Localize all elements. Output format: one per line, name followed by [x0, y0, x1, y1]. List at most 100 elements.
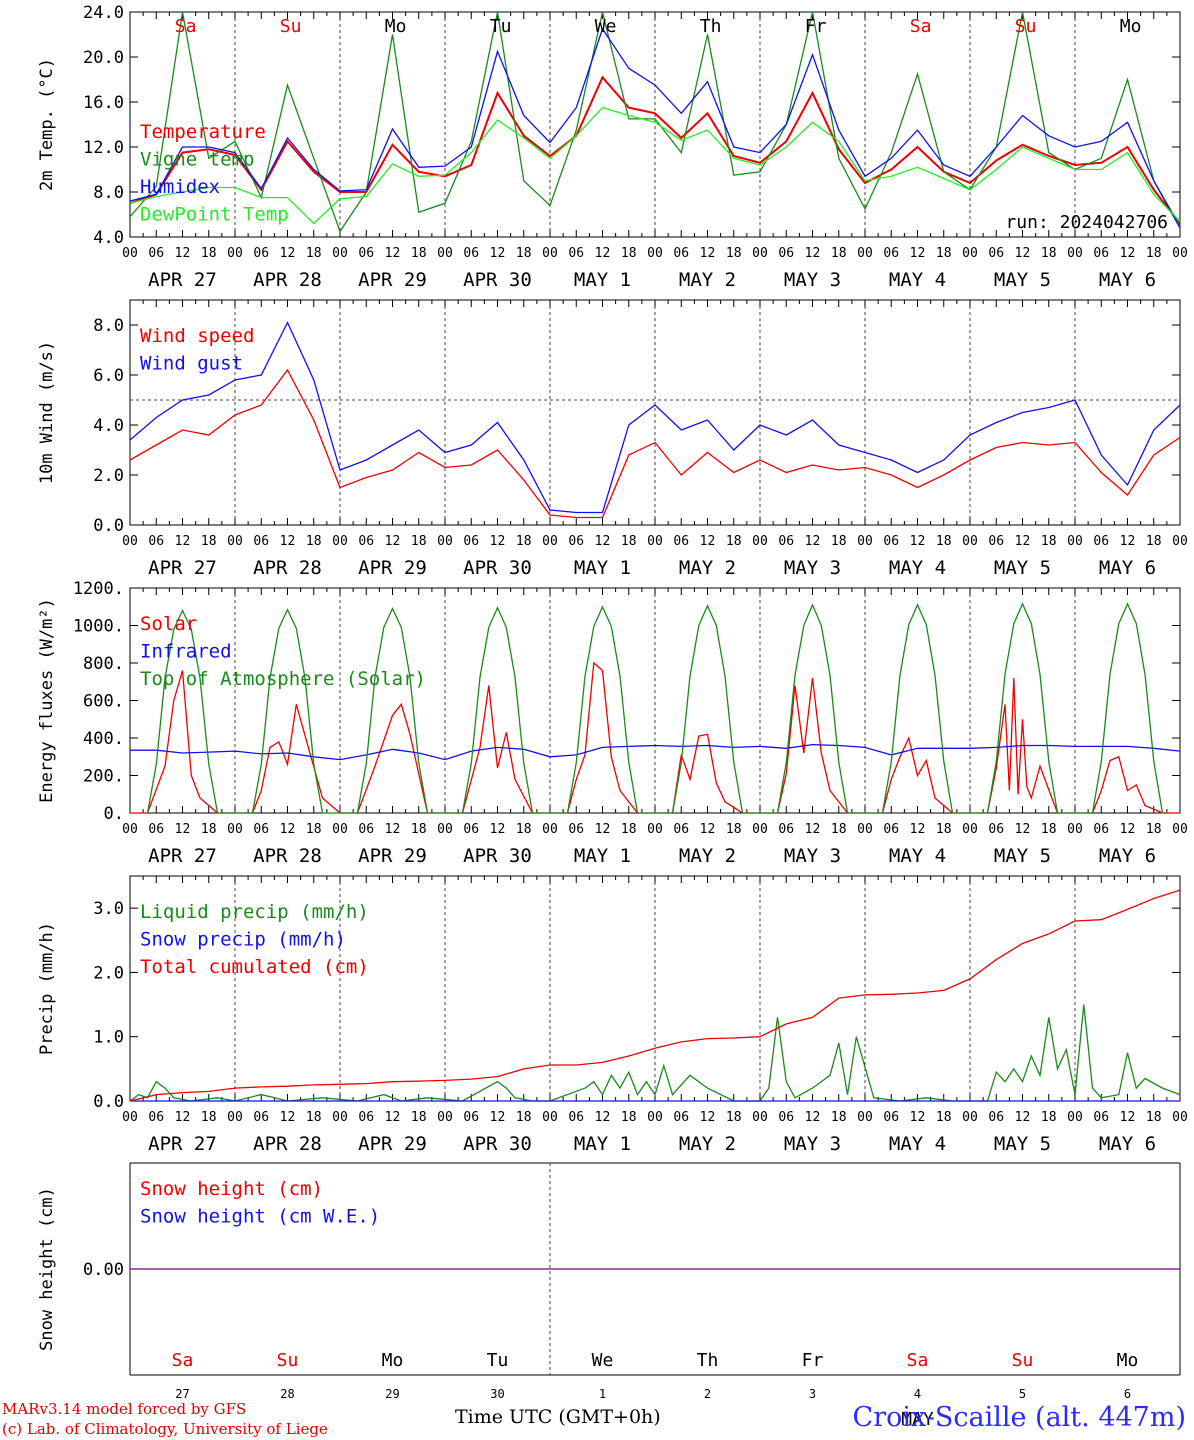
hour-label: 12	[805, 822, 821, 837]
hour-label: 12	[1120, 534, 1136, 549]
hour-label: 06	[988, 822, 1004, 837]
hour-label: 06	[1093, 1110, 1109, 1125]
y-tick-label: 2.0	[93, 963, 124, 983]
panel-3	[129, 587, 1181, 814]
hour-label: 18	[726, 246, 742, 261]
date-label: APR 30	[463, 1133, 532, 1155]
date-label: MAY 3	[784, 557, 841, 579]
y-tick-label: 20.0	[83, 48, 124, 68]
series-line	[129, 27, 1181, 229]
hour-label: 06	[253, 1110, 269, 1125]
hour-label: 12	[1015, 534, 1031, 549]
hour-label: 12	[1120, 1110, 1136, 1125]
y-axis-label: Energy fluxes (W/m²)	[37, 598, 57, 803]
hour-label: 06	[568, 534, 584, 549]
day-number: 2	[704, 1387, 711, 1401]
weekday-label: Su	[1012, 1350, 1034, 1371]
hour-label: 18	[726, 534, 742, 549]
hour-label: 06	[673, 534, 689, 549]
hour-label: 12	[910, 822, 926, 837]
legend-entry: Total cumulated (cm)	[140, 956, 369, 978]
hour-label: 18	[516, 1110, 532, 1125]
hour-label: 06	[253, 822, 269, 837]
legend-entry: Wind gust	[140, 353, 243, 375]
day-number: 28	[280, 1387, 294, 1401]
hour-label: 06	[883, 534, 899, 549]
hour-label: 00	[542, 1110, 558, 1125]
hour-label: 18	[621, 246, 637, 261]
hour-label: 12	[910, 246, 926, 261]
date-label: MAY 1	[574, 1133, 631, 1155]
series-line	[129, 1004, 1181, 1102]
hour-label: 06	[358, 822, 374, 837]
weekday-label: Su	[277, 1350, 299, 1371]
y-tick-label: 1200.	[73, 579, 124, 599]
y-tick-label: 12.0	[83, 138, 124, 158]
date-label: APR 27	[148, 269, 217, 291]
month-label: MAY	[901, 1409, 934, 1430]
weekday-label: Tu	[487, 1350, 509, 1371]
hour-label: 12	[1015, 246, 1031, 261]
hour-label: 18	[831, 246, 847, 261]
hour-label: 12	[700, 246, 716, 261]
model-credit: MARv3.14 model forced by GFS	[2, 1400, 247, 1418]
hour-label: 12	[385, 534, 401, 549]
date-label: APR 29	[358, 557, 427, 579]
hour-label: 00	[122, 1110, 138, 1125]
hour-label: 06	[673, 822, 689, 837]
weekday-label: Sa	[172, 1350, 194, 1371]
hour-label: 00	[752, 246, 768, 261]
hour-label: 12	[1015, 1110, 1031, 1125]
lab-credit: (c) Lab. of Climatology, University of L…	[2, 1420, 328, 1438]
hour-label: 00	[332, 534, 348, 549]
hour-label: 12	[175, 1110, 191, 1125]
date-label: MAY 6	[1099, 269, 1156, 291]
weekday-label: Fr	[802, 1350, 824, 1371]
hour-label: 12	[490, 1110, 506, 1125]
hour-label: 18	[621, 822, 637, 837]
date-label: MAY 4	[889, 845, 946, 867]
hour-label: 00	[857, 1110, 873, 1125]
y-tick-label: 6.0	[93, 366, 124, 386]
legend-entry: Snow height (cm W.E.)	[140, 1206, 380, 1228]
hour-label: 00	[1067, 822, 1083, 837]
weekday-label: Mo	[382, 1350, 404, 1371]
day-number: 1	[599, 1387, 606, 1401]
hour-label: 18	[201, 534, 217, 549]
hour-label: 00	[122, 246, 138, 261]
y-tick-label: 4.0	[93, 228, 124, 248]
hour-label: 18	[1041, 246, 1057, 261]
hour-label: 00	[1172, 534, 1188, 549]
hour-label: 12	[910, 534, 926, 549]
date-label: MAY 4	[889, 269, 946, 291]
hour-label: 06	[673, 1110, 689, 1125]
hour-label: 18	[726, 1110, 742, 1125]
hour-label: 06	[778, 246, 794, 261]
y-axis-label: Precip (mm/h)	[37, 922, 57, 1055]
hour-label: 00	[752, 1110, 768, 1125]
hour-label: 00	[332, 822, 348, 837]
hour-label: 18	[516, 534, 532, 549]
weekday-label: Th	[700, 16, 722, 37]
series-line	[129, 889, 1181, 1102]
hour-label: 00	[542, 534, 558, 549]
date-label: MAY 1	[574, 557, 631, 579]
hour-label: 18	[1146, 246, 1162, 261]
hour-label: 00	[962, 534, 978, 549]
hour-label: 00	[1172, 1110, 1188, 1125]
hour-label: 12	[595, 1110, 611, 1125]
date-label: MAY 3	[784, 845, 841, 867]
series-line	[129, 368, 1181, 519]
day-number: 3	[809, 1387, 816, 1401]
hour-label: 06	[988, 1110, 1004, 1125]
date-label: APR 29	[358, 269, 427, 291]
hour-label: 06	[463, 822, 479, 837]
y-tick-label: 3.0	[93, 899, 124, 919]
date-label: MAY 3	[784, 1133, 841, 1155]
hour-label: 12	[805, 1110, 821, 1125]
date-label: MAY 1	[574, 845, 631, 867]
weekday-label: Su	[280, 16, 302, 37]
y-tick-label: 16.0	[83, 93, 124, 113]
hour-label: 06	[778, 534, 794, 549]
